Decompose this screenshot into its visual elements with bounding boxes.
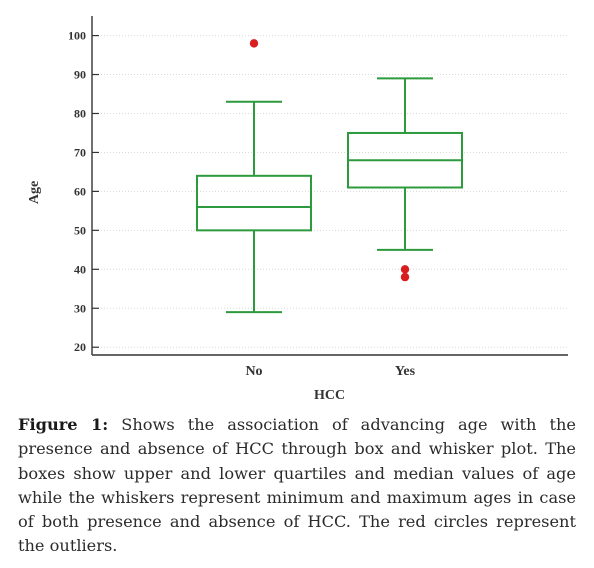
box-plot-chart: 20 30 40 50 60 70 80 90 100 Age No Yes HCC xyxy=(27,16,568,403)
chart-svg: 20 30 40 50 60 70 80 90 100 Age No Yes HCC xyxy=(27,16,568,403)
outlier-point xyxy=(400,272,410,282)
y-tick-label: 30 xyxy=(74,301,86,315)
y-axis-label: Age xyxy=(27,181,42,204)
y-tick-label: 60 xyxy=(74,184,86,198)
y-tick-label: 100 xyxy=(68,29,86,43)
x-axis-label: HCC xyxy=(314,388,345,403)
y-tick-label: 40 xyxy=(74,262,86,276)
y-tick-label: 70 xyxy=(74,145,86,159)
x-tick-label: No xyxy=(245,364,262,379)
caption-text: Shows the association of advancing age w… xyxy=(18,415,576,556)
box-iqr-no xyxy=(196,174,312,232)
y-tick-label: 50 xyxy=(74,223,86,237)
x-tick-label: Yes xyxy=(395,364,416,379)
y-tick-label: 20 xyxy=(74,340,86,354)
figure-caption: Figure 1: Shows the association of advan… xyxy=(18,413,576,559)
y-tick-label: 90 xyxy=(74,68,86,82)
y-tick-label: 80 xyxy=(74,106,86,120)
outlier-point xyxy=(400,265,410,274)
outlier-point xyxy=(249,39,259,48)
caption-label: Figure 1: xyxy=(18,415,109,434)
